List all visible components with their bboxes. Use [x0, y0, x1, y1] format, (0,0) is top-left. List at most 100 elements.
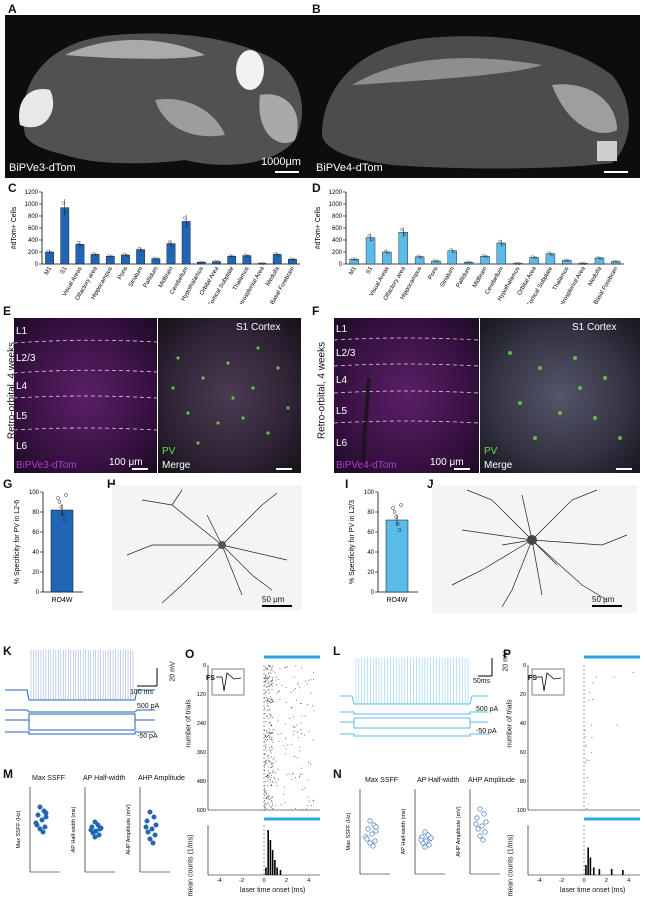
raster-dot [272, 739, 274, 741]
raster-dot [269, 697, 271, 699]
raster-dot [585, 744, 587, 746]
raster-dot [295, 665, 297, 667]
raster-dot [270, 766, 272, 768]
scale-t-k: 100 ms [130, 689, 153, 696]
raster-dot [271, 802, 273, 804]
raster-dot [267, 785, 268, 787]
raster-dot [588, 700, 590, 702]
raster-dot [265, 776, 267, 778]
current-lo-l: -50 pA [476, 728, 497, 735]
raster-dot [267, 682, 269, 684]
raster-y-tick-label: 360 [197, 750, 206, 756]
raster-dot [266, 756, 268, 758]
raster-dot [270, 696, 271, 697]
raster-dot [591, 699, 593, 700]
raster-dot [264, 754, 266, 755]
raster-dot [286, 774, 288, 776]
raster-dot [307, 796, 309, 798]
raster-dot [265, 802, 267, 804]
data-point [531, 255, 535, 259]
layer-lines-f-left [334, 337, 479, 469]
raster-dot [306, 683, 308, 685]
data-point [354, 258, 358, 262]
raster-dot [266, 667, 268, 669]
raster-dot [274, 671, 276, 673]
raster-dot [268, 692, 270, 694]
raster-y-tick-label: 240 [197, 721, 206, 727]
data-point [386, 251, 390, 255]
raster-dot [269, 665, 271, 667]
raster-dot [269, 732, 271, 734]
micrograph-e-left: L1 L2/3 L4 L5 L6 BiPVe3-dTom 100 μm [14, 318, 157, 473]
x-tick-label: Midbrain [472, 266, 489, 289]
current-hi-k: 500 pA [137, 703, 160, 710]
raster-dot [264, 753, 266, 755]
raster-dot [266, 759, 267, 761]
raster-dot [271, 765, 273, 767]
panel-label-j: J [427, 477, 434, 491]
data-point [122, 252, 126, 256]
raster-dot [265, 740, 267, 741]
raster-dot [275, 805, 277, 807]
raster-dot [266, 750, 268, 752]
y-tick-label: 100 [364, 490, 375, 496]
raster-dot [270, 752, 272, 754]
raster-dot [584, 730, 586, 732]
panel-label-h: H [107, 477, 116, 491]
raster-dot [267, 709, 268, 711]
data-point [484, 255, 488, 259]
raster-dot [265, 680, 266, 682]
scale-bar-e-right [276, 468, 292, 470]
data-point [95, 253, 99, 257]
bar [136, 249, 146, 265]
hist-bar [267, 830, 269, 875]
micrograph-f-left: L1 L2/3 L4 L5 L6 BiPVe4-dTom 100 μm [334, 318, 479, 473]
data-point [64, 210, 68, 214]
data-point [170, 243, 174, 247]
data-point [435, 259, 439, 263]
raster-dot [300, 722, 302, 724]
dot-point [34, 822, 40, 828]
raster-dot [270, 681, 272, 683]
raster-dot [270, 680, 272, 682]
raster-dot [268, 775, 270, 777]
ylabel-bot-o: mean counts (1/ms) [187, 834, 195, 897]
data-point [397, 528, 402, 532]
dot-point [143, 824, 149, 830]
data-point [107, 254, 111, 258]
data-point [534, 256, 538, 260]
raster-dot [268, 735, 269, 737]
raster-dot [270, 672, 272, 674]
y-axis-label: #dTom+ Cells [11, 206, 18, 249]
data-point [155, 257, 159, 261]
raster-dot [267, 777, 268, 778]
raster-dot [264, 800, 265, 801]
raster-dot [266, 715, 267, 717]
raster-dot [264, 767, 266, 769]
bar [414, 256, 425, 265]
y-tick-label: 0 [339, 262, 343, 268]
raster-dot [266, 776, 267, 777]
data-point [137, 246, 141, 250]
dot-point [479, 823, 485, 829]
raster-dot [268, 677, 270, 679]
raster-dot [264, 785, 266, 787]
raster-dot [271, 762, 273, 764]
data-point [183, 216, 187, 220]
raster-dot [276, 785, 278, 787]
neuron-morphology-h [126, 489, 288, 604]
raster-dot [289, 773, 291, 775]
label-f-pv: PV [484, 446, 498, 457]
dot-point [428, 835, 434, 841]
y-tick-label: 1200 [25, 190, 39, 196]
raster-dot [265, 676, 267, 677]
raster-dot [271, 682, 273, 684]
raster-dot [267, 677, 269, 679]
raster-dot [271, 765, 273, 767]
raster-dot [268, 799, 270, 800]
data-point [62, 518, 67, 522]
raster-dot [271, 698, 272, 700]
label-e-dtom: BiPVe3-dTom [16, 460, 77, 471]
raster-dot [272, 808, 274, 810]
raster-dot [268, 732, 270, 733]
